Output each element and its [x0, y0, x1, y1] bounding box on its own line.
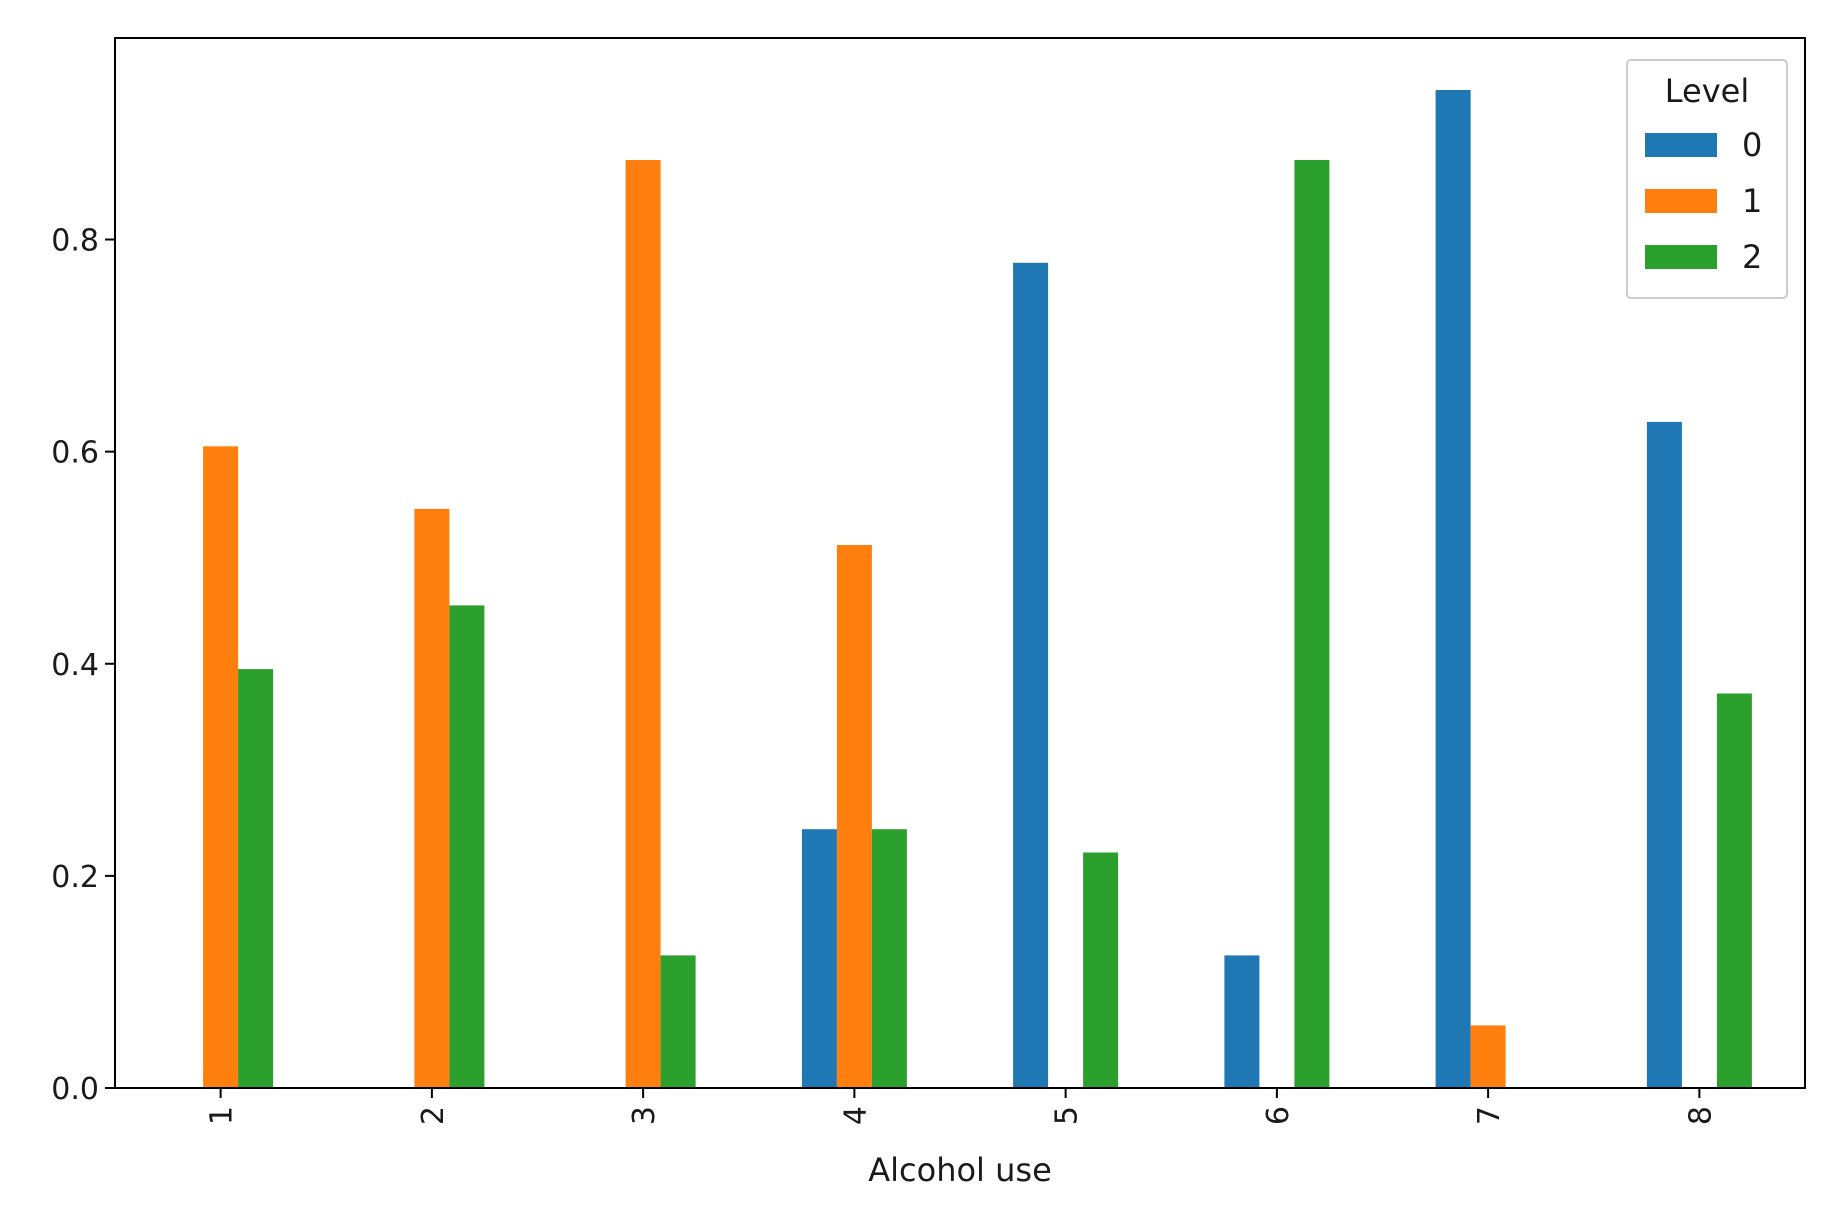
legend-frame [1626, 59, 1788, 299]
bar-cat3-level2 [660, 955, 696, 1088]
plot-frame [114, 37, 1806, 1089]
x-tick-label: 7 [1472, 1106, 1507, 1125]
x-axis: 1 2 3 4 5 6 7 8 [205, 1088, 1718, 1125]
legend-label-level0: 0 [1742, 126, 1762, 164]
y-axis: 0.0 0.2 0.4 0.6 0.8 [51, 224, 115, 1107]
legend-items: 0 1 2 [1645, 126, 1762, 276]
bar-cat2-level1 [414, 508, 450, 1088]
bar-cat5-level2 [1083, 852, 1119, 1088]
bar-cat6-level2 [1294, 160, 1330, 1088]
bar-cat7-level1 [1470, 1025, 1506, 1088]
bar-cat4-level0 [801, 829, 837, 1088]
bars-group [203, 90, 1752, 1088]
bar-cat3-level1 [625, 160, 661, 1088]
bar-cat4-level1 [836, 545, 872, 1088]
bar-cat6-level0 [1224, 955, 1260, 1088]
bar-cat4-level2 [871, 829, 907, 1088]
bar-cat5-level0 [1013, 262, 1049, 1088]
y-tick-label: 0.8 [51, 224, 99, 259]
bar-cat7-level0 [1435, 90, 1471, 1088]
legend-swatch-level1 [1645, 189, 1717, 213]
bar-cat8-level0 [1646, 421, 1682, 1088]
y-tick-label: 0.0 [51, 1072, 99, 1107]
x-tick-label: 4 [838, 1106, 873, 1125]
y-tick-label: 0.2 [51, 860, 99, 895]
bar-cat1-level2 [238, 669, 274, 1088]
x-tick-label: 5 [1050, 1106, 1085, 1125]
legend: Level 0 1 2 [1626, 59, 1788, 299]
legend-label-level2: 2 [1742, 238, 1762, 276]
legend-swatch-level2 [1645, 245, 1717, 269]
legend-label-level1: 1 [1742, 182, 1762, 220]
bar-cat2-level2 [449, 605, 485, 1088]
y-tick-label: 0.6 [51, 436, 99, 471]
x-tick-label: 6 [1261, 1106, 1296, 1125]
y-tick-label: 0.4 [51, 648, 99, 683]
x-axis-label: Alcohol use [868, 1151, 1052, 1189]
bar-cat1-level1 [203, 446, 239, 1088]
x-tick-label: 1 [205, 1106, 240, 1125]
x-tick-label: 2 [416, 1106, 451, 1125]
x-tick-label: 8 [1683, 1106, 1718, 1125]
legend-title: Level [1665, 72, 1749, 110]
bar-cat8-level2 [1716, 693, 1752, 1088]
x-tick-label: 3 [627, 1106, 662, 1125]
legend-swatch-level0 [1645, 133, 1717, 157]
